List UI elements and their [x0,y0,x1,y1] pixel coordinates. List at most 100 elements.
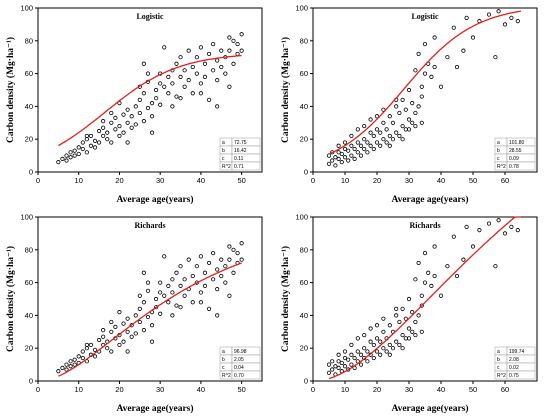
data-point [109,140,114,145]
data-point [154,296,159,302]
data-point [445,264,450,269]
plot-frame [312,216,538,382]
param-name: b [222,148,225,154]
data-point [166,74,171,79]
data-point [387,342,392,348]
data-point [137,319,142,325]
y-tick-label: 60 [25,69,33,78]
data-point [365,150,370,155]
y-tick-label: 0 [304,168,308,177]
chart-title: Richards [409,221,440,230]
data-point [178,283,183,288]
data-point [429,74,434,79]
data-point [190,91,195,96]
data-point [84,342,89,348]
param-value: 0.04 [234,365,244,371]
data-point [515,228,520,233]
data-point [80,146,85,152]
data-point [170,81,175,86]
data-point [406,127,412,132]
x-axis-title: Average age(years) [116,194,193,205]
data-point [105,137,110,142]
data-point [133,104,138,109]
data-point [330,158,335,163]
data-point [342,155,348,160]
data-point [365,359,370,364]
param-value: 72.75 [234,140,247,146]
chart-svg: 0 10 20 30 40 50 0 20 40 60 80 100 Logistic Average a… [5,4,263,205]
data-point [68,155,73,160]
data-point [72,362,77,367]
data-point [101,328,106,333]
data-point [330,367,335,372]
data-point [371,146,376,152]
data-point [170,290,175,295]
data-point [235,41,240,47]
data-point [80,349,85,354]
data-point [368,130,373,135]
data-point [413,277,418,282]
data-point [486,12,492,17]
data-point [215,58,220,63]
data-point [394,130,399,135]
data-point [60,156,65,161]
data-point [384,140,389,145]
data-point [129,114,134,119]
data-point [72,148,77,153]
data-point [121,112,126,117]
param-name: b [497,357,500,363]
data-point [486,221,492,226]
y-tick-label: 60 [25,278,33,287]
data-point [515,19,520,24]
data-point [378,352,383,357]
y-tick-label: 60 [300,278,308,287]
data-point [182,277,187,282]
data-point [374,336,380,341]
data-point [186,48,191,53]
data-point [231,247,236,252]
data-point [358,143,364,148]
data-point [194,71,199,76]
data-point [154,305,159,310]
data-point [387,143,392,148]
data-point [92,145,98,150]
y-tick-label: 80 [300,245,308,254]
param-name: c [222,365,225,371]
data-point [362,137,367,142]
data-point [371,355,376,361]
data-point [227,35,232,40]
data-point [219,64,224,70]
data-point [60,365,65,370]
chart-svg: 0 10 20 30 40 50 60 0 20 40 60 80 100 Logistic Average… [280,4,538,205]
y-tick-label: 20 [25,344,33,353]
param-name: c [497,365,500,371]
data-point [410,120,415,125]
data-point [219,257,224,262]
y-tick-label: 60 [300,69,308,78]
plot-frame [312,7,538,173]
data-point [137,110,142,116]
data-point [342,146,348,152]
data-point [190,64,195,70]
data-point [76,145,81,150]
data-point [352,156,357,161]
data-point [202,270,208,275]
x-tick-label: 20 [373,385,381,394]
data-point [419,94,424,99]
data-point [154,96,159,101]
data-point [349,362,354,367]
data-point [88,342,94,348]
data-point [149,323,155,328]
y-tick-label: 100 [20,4,33,13]
param-value: 0.09 [509,156,519,162]
data-point [381,346,386,351]
param-value: 0.75 [509,373,519,379]
data-point [384,349,389,354]
data-point [394,313,399,318]
data-point [406,326,412,331]
x-tick-label: 10 [341,385,349,394]
data-point [406,87,412,93]
data-point [137,306,142,311]
data-point [454,273,460,279]
data-point [339,151,344,157]
